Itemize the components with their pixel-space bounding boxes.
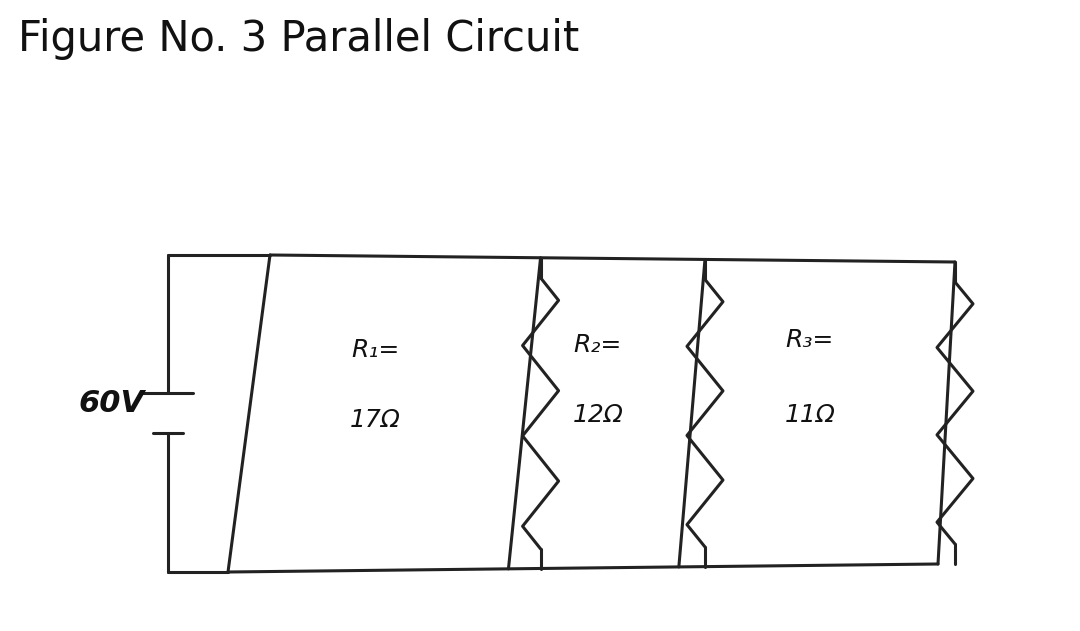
- Text: 11Ω: 11Ω: [784, 403, 836, 427]
- Text: R₁=: R₁=: [351, 338, 400, 362]
- Text: 12Ω: 12Ω: [572, 403, 623, 427]
- Text: R₃=: R₃=: [786, 328, 834, 352]
- Text: 17Ω: 17Ω: [350, 408, 401, 432]
- Text: Figure No. 3 Parallel Circuit: Figure No. 3 Parallel Circuit: [18, 18, 579, 60]
- Text: 60V: 60V: [78, 389, 144, 418]
- Text: R₂=: R₂=: [573, 333, 622, 357]
